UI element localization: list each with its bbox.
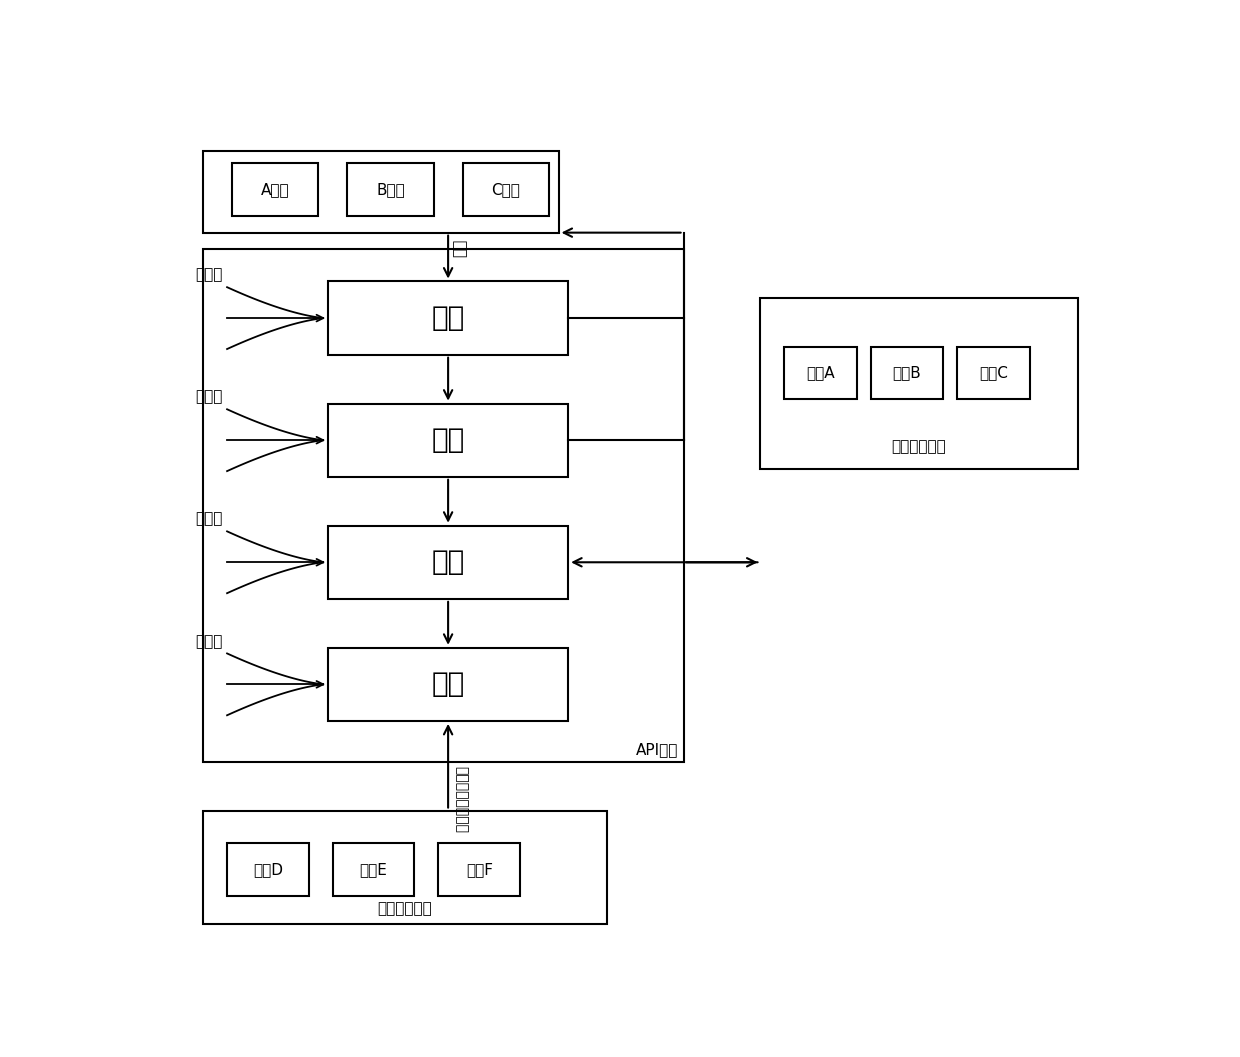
Text: B客户: B客户 [376, 183, 404, 198]
Bar [870, 347, 942, 400]
Bar [785, 347, 857, 400]
Bar [327, 648, 568, 721]
Bar [203, 811, 606, 925]
Bar [957, 347, 1029, 400]
Text: 重处理: 重处理 [195, 390, 222, 405]
Bar [327, 281, 568, 355]
Text: 确认: 确认 [432, 426, 465, 455]
Text: 系统F: 系统F [466, 863, 492, 877]
Text: 系统A: 系统A [806, 366, 835, 381]
Text: 重处理: 重处理 [195, 634, 222, 649]
Text: 下发: 下发 [432, 549, 465, 576]
Text: 库存数据入库通知: 库存数据入库通知 [454, 765, 467, 833]
Bar [327, 525, 568, 599]
Bar [439, 843, 521, 896]
Bar [227, 843, 309, 896]
Bar [203, 249, 683, 762]
Text: 重处理: 重处理 [195, 267, 222, 282]
Bar [463, 164, 549, 217]
Text: 系统E: 系统E [360, 863, 388, 877]
Bar [347, 164, 434, 217]
Text: 系统D: 系统D [253, 863, 283, 877]
Text: 订单: 订单 [453, 239, 467, 257]
Bar [327, 404, 568, 477]
Text: 推送: 推送 [432, 670, 465, 699]
Text: API系统: API系统 [636, 743, 678, 758]
Text: C客户: C客户 [491, 183, 521, 198]
Bar [332, 843, 414, 896]
Text: A客户: A客户 [260, 183, 289, 198]
Bar [203, 151, 558, 233]
Text: 重处理: 重处理 [195, 512, 222, 526]
Text: 系统B: 系统B [893, 366, 921, 381]
Text: 系统C: 系统C [980, 366, 1008, 381]
Text: 上游库存系统: 上游库存系统 [377, 902, 433, 916]
Text: 下游处理系统: 下游处理系统 [892, 439, 946, 455]
Bar [232, 164, 319, 217]
Bar [760, 298, 1078, 468]
Text: 拆单: 拆单 [432, 304, 465, 332]
